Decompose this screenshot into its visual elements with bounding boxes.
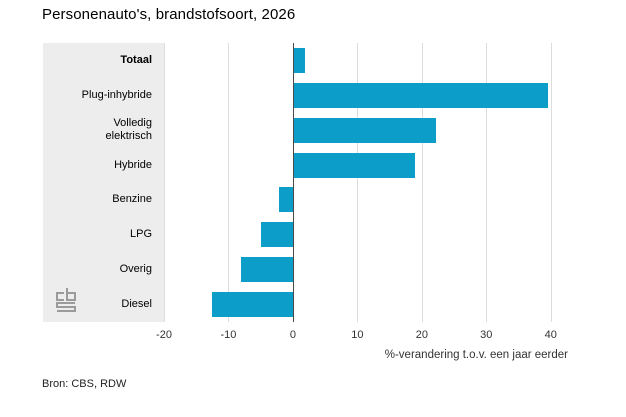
bar-plug-inhybride <box>293 82 548 108</box>
gridline <box>486 43 488 322</box>
x-tick-label: 0 <box>289 329 296 341</box>
bar-diesel <box>211 292 293 318</box>
bar-hybride <box>293 152 416 178</box>
category-label-lpg: LPG <box>129 228 152 241</box>
category-label-benzine: Benzine <box>112 193 152 206</box>
x-axis-ticks: -20 -10 0 10 20 30 40 <box>0 329 626 342</box>
bar-benzine <box>279 187 293 213</box>
x-tick-label: 10 <box>351 329 364 341</box>
category-label-volledig-elektrisch: Volledig elektrisch <box>105 117 152 143</box>
gridline <box>357 43 359 322</box>
cbs-logo <box>56 288 76 312</box>
x-tick-label: -10 <box>220 329 237 341</box>
gridline <box>228 43 230 322</box>
x-tick-label: 40 <box>544 329 557 341</box>
bar-lpg <box>261 222 293 248</box>
x-axis-label: %-verandering t.o.v. een jaar eerder <box>384 349 568 361</box>
category-label-diesel: Diesel <box>121 298 152 311</box>
category-label-plug-inhybride: Plug-inhybride <box>81 88 152 101</box>
gridline <box>164 43 165 322</box>
category-label-totaal: Totaal <box>120 53 152 66</box>
x-tick-label: 20 <box>415 329 428 341</box>
zero-gridline <box>292 43 294 322</box>
gridline <box>421 43 423 322</box>
bar-overig <box>240 257 293 283</box>
plot-area <box>164 43 583 322</box>
bar-totaal <box>293 47 305 73</box>
category-label-overig: Overig <box>119 263 152 276</box>
gridline <box>550 43 552 322</box>
cbs-logo-glyph <box>56 288 76 312</box>
bar-volledig-elektrisch <box>293 117 436 143</box>
category-label-hybride: Hybride <box>114 158 152 171</box>
x-tick-label: -20 <box>156 329 172 341</box>
chart-title: Personenauto's, brandstofsoort, 2026 <box>42 6 296 23</box>
x-tick-label: 30 <box>480 329 493 341</box>
source-note: Bron: CBS, RDW <box>42 378 127 390</box>
category-labels-panel: Totaal Plug-inhybride Volledig elektrisch H… <box>43 43 164 322</box>
